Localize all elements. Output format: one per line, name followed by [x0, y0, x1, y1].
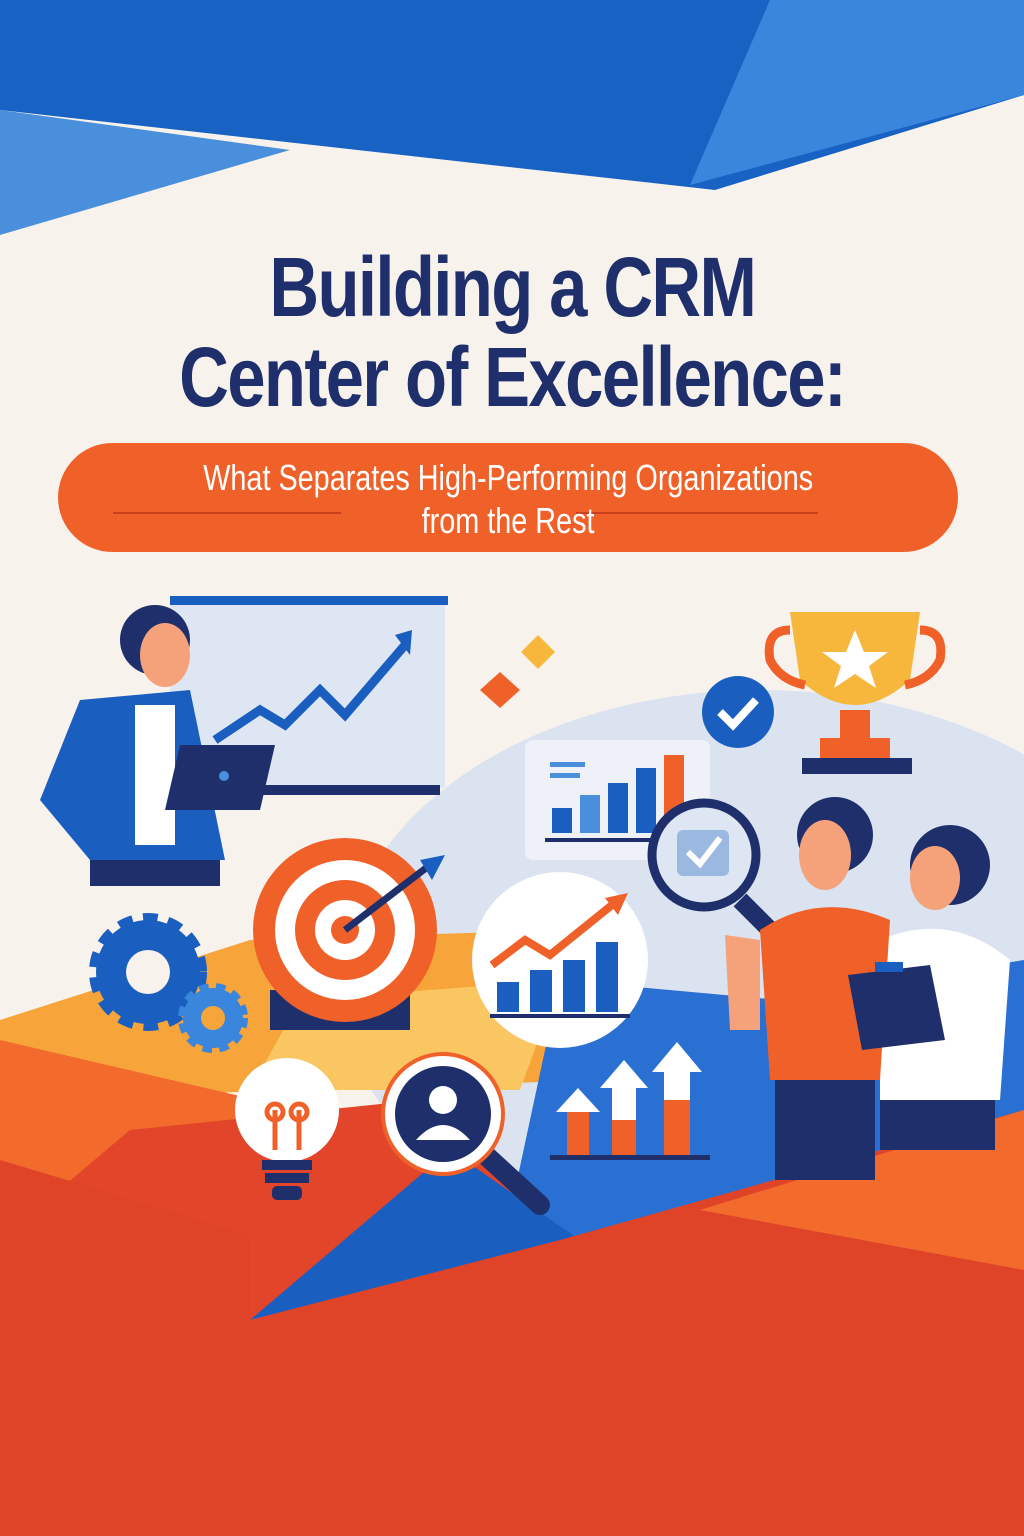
lightbulb-icon: [235, 1058, 339, 1200]
subtitle-text-2: from the Rest: [421, 500, 595, 541]
target-arrow-icon: [253, 838, 445, 1030]
clipboard-icon: [848, 962, 945, 1050]
up-arrows-bars-icon: [550, 1042, 710, 1160]
title-text-1: Building a CRM: [269, 240, 757, 334]
subtitle-line-1: What Separates High-Performing Organizat…: [58, 460, 958, 496]
magnifier-check-icon: [647, 798, 797, 957]
checkmark-badge-icon: [702, 676, 774, 748]
subtitle-rule-left: [113, 512, 341, 514]
presenter-woman-icon: [40, 596, 448, 886]
subtitle-rule-right: [576, 512, 818, 514]
sparkle-icon: [480, 635, 555, 708]
growth-chart-circle-icon: [472, 872, 648, 1048]
subtitle-banner: What Separates High-Performing Organizat…: [58, 443, 958, 552]
top-banner: [0, 0, 1024, 235]
title-line-1: Building a CRM: [0, 245, 1024, 329]
title-text-2: Center of Excellence:: [178, 330, 847, 424]
title-line-2: Center of Excellence:: [0, 335, 1024, 419]
user-magnifier-icon: [381, 1052, 550, 1215]
subtitle-line-2: from the Rest: [58, 503, 958, 539]
subtitle-text-1: What Separates High-Performing Organizat…: [203, 457, 813, 498]
gears-icon: [89, 913, 248, 1053]
trophy-icon: [764, 612, 946, 774]
